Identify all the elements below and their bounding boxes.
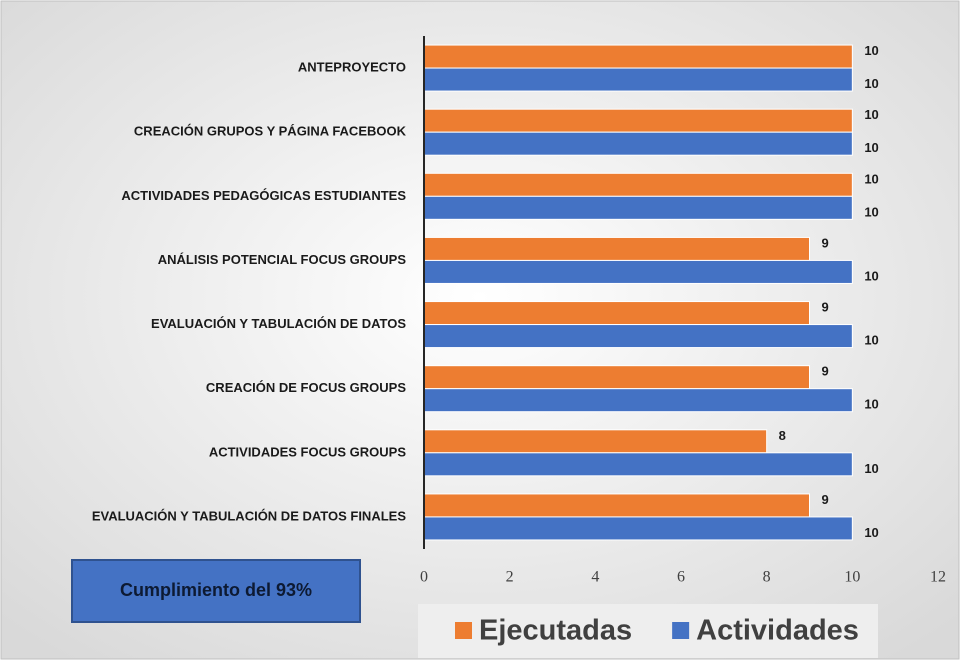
y-tick-label: CREACIÓN DE FOCUS GROUPS — [206, 380, 406, 395]
bar — [423, 365, 810, 390]
legend-label: Actividades — [696, 615, 859, 647]
x-tick-label: 10 — [844, 569, 860, 586]
x-tick-label: 2 — [506, 569, 514, 586]
bar — [423, 388, 853, 413]
bar — [423, 452, 853, 477]
bar — [423, 301, 810, 326]
x-tick-label: 12 — [930, 569, 946, 586]
bar — [423, 259, 853, 284]
bar — [423, 195, 853, 220]
data-label: 10 — [864, 43, 878, 58]
x-tick-label: 6 — [677, 569, 685, 586]
bar — [423, 67, 853, 92]
data-label: 10 — [864, 397, 878, 412]
y-tick-label: EVALUACIÓN Y TABULACIÓN DE DATOS FINALES — [92, 508, 407, 523]
legend-swatch — [672, 622, 690, 639]
bar — [423, 44, 853, 69]
annotation-box — [71, 559, 361, 623]
data-label: 10 — [864, 171, 878, 186]
data-label: 9 — [822, 300, 829, 315]
data-label: 10 — [864, 525, 878, 540]
data-label: 9 — [822, 364, 829, 379]
data-label: 10 — [864, 140, 878, 155]
data-label: 10 — [864, 204, 878, 219]
data-label: 9 — [822, 492, 829, 507]
x-tick-label: 4 — [591, 569, 599, 586]
data-label: 9 — [822, 235, 829, 250]
bar — [423, 516, 853, 541]
y-tick-label: ACTIVIDADES FOCUS GROUPS — [209, 444, 407, 459]
bar — [423, 172, 853, 197]
bar — [423, 131, 853, 156]
bar — [423, 236, 810, 261]
y-tick-label: CREACIÓN GRUPOS Y PÁGINA FACEBOOK — [134, 124, 407, 139]
data-label: 10 — [864, 107, 878, 122]
legend-box — [418, 604, 878, 658]
annotation: Cumplimiento del 93% — [120, 580, 312, 600]
legend-label: Ejecutadas — [479, 615, 632, 647]
data-label: 10 — [864, 333, 878, 348]
data-label: 8 — [779, 428, 786, 443]
y-tick-label: ANTEPROYECTO — [298, 60, 406, 75]
data-label: 10 — [864, 461, 878, 476]
y-tick-label: ANÁLISIS POTENCIAL FOCUS GROUPS — [158, 252, 407, 267]
bar — [423, 108, 853, 133]
bar — [423, 324, 853, 349]
y-tick-label: EVALUACIÓN Y TABULACIÓN DE DATOS — [151, 316, 406, 331]
x-tick-label: 0 — [420, 569, 428, 586]
bar — [423, 429, 768, 454]
y-tick-label: ACTIVIDADES PEDAGÓGICAS ESTUDIANTES — [121, 188, 406, 203]
data-label: 10 — [864, 76, 878, 91]
x-tick-label: 8 — [763, 569, 771, 586]
data-label: 10 — [864, 268, 878, 283]
legend-swatch — [455, 622, 472, 639]
bar — [423, 493, 810, 518]
